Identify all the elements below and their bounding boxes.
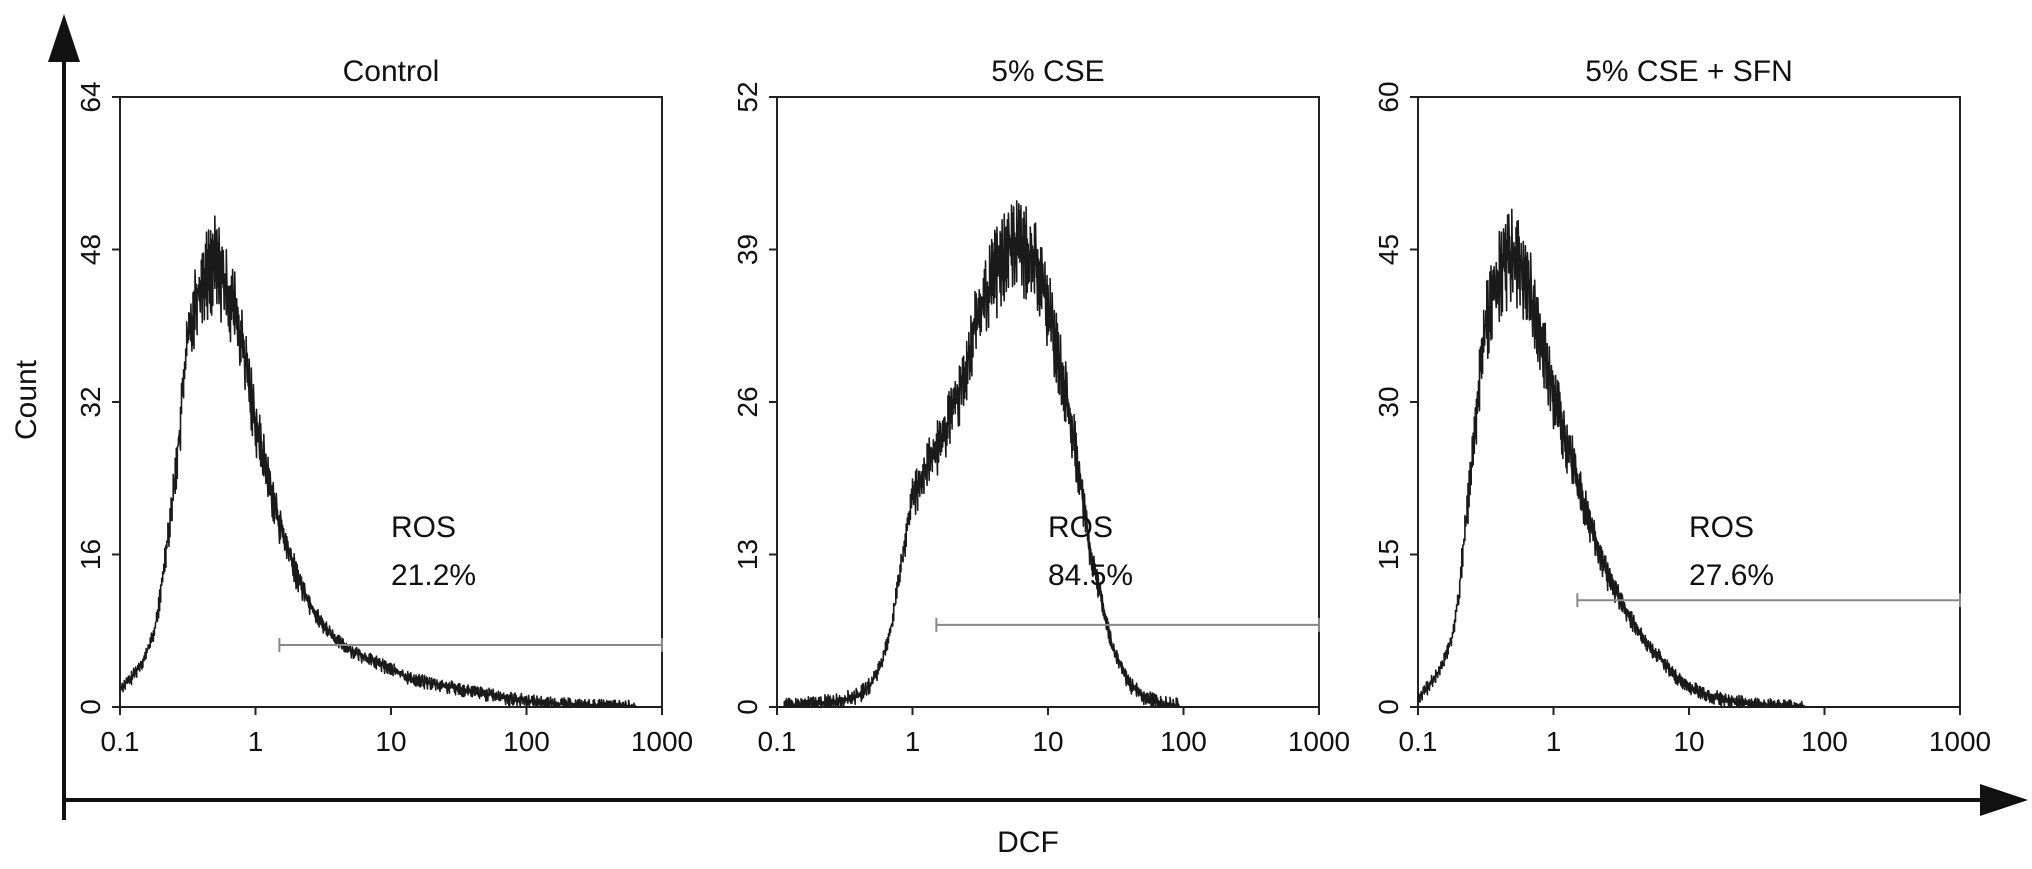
x-tick-label: 100 xyxy=(1801,726,1848,757)
y-tick-label: 0 xyxy=(732,699,763,715)
y-axis-arrowhead xyxy=(48,14,80,62)
x-axis-label: DCF xyxy=(997,826,1059,859)
x-axis-arrowhead xyxy=(1980,784,2028,816)
plot-frame xyxy=(1417,96,1961,708)
histogram-panel: 5% CSE 0 13 26 39 52 0.1 1 10 100 1000 ROS 84.5% xyxy=(732,55,1350,757)
y-tick-label: 15 xyxy=(1373,539,1404,570)
x-tick-label: 0.1 xyxy=(1399,726,1438,757)
y-tick-label: 60 xyxy=(1373,81,1404,112)
x-tick-label: 1000 xyxy=(1288,726,1350,757)
ros-label: ROS xyxy=(1048,511,1113,544)
plot-frame xyxy=(776,96,1320,708)
x-tick-label: 10 xyxy=(1673,726,1704,757)
x-tick-label: 1000 xyxy=(631,726,693,757)
y-tick-label: 26 xyxy=(732,386,763,417)
y-tick-label: 0 xyxy=(1373,699,1404,715)
y-tick-label: 16 xyxy=(75,539,106,570)
x-tick-label: 1000 xyxy=(1929,726,1991,757)
histogram-trace xyxy=(119,215,662,708)
y-tick-label: 45 xyxy=(1373,234,1404,265)
histogram-panel: Control 0 16 32 48 64 0.1 1 10 100 1000 ROS 21.2% xyxy=(75,55,693,757)
y-tick-label: 48 xyxy=(75,234,106,265)
y-tick-label: 64 xyxy=(75,81,106,112)
y-tick-label: 30 xyxy=(1373,386,1404,417)
x-tick-label: 0.1 xyxy=(758,726,797,757)
x-tick-label: 1 xyxy=(1546,726,1562,757)
histogram-panel: 5% CSE + SFN 0 15 30 45 60 0.1 1 10 100 1000 ROS 27.… xyxy=(1373,55,1991,757)
x-tick-label: 1 xyxy=(905,726,921,757)
panel-title: Control xyxy=(343,55,440,88)
x-tick-label: 0.1 xyxy=(101,726,140,757)
y-axis-label: Count xyxy=(10,359,43,440)
ros-percentage: 84.5% xyxy=(1048,559,1133,592)
y-tick-label: 32 xyxy=(75,386,106,417)
x-tick-label: 10 xyxy=(375,726,406,757)
ros-percentage: 21.2% xyxy=(391,559,476,592)
histogram-trace xyxy=(777,200,1319,708)
x-tick-label: 100 xyxy=(503,726,550,757)
ros-percentage: 27.6% xyxy=(1689,559,1774,592)
ros-label: ROS xyxy=(391,511,456,544)
y-tick-label: 0 xyxy=(75,699,106,715)
panel-title: 5% CSE + SFN xyxy=(1585,55,1793,88)
plot-frame xyxy=(119,96,663,708)
panel-title: 5% CSE xyxy=(991,55,1104,88)
ros-label: ROS xyxy=(1689,511,1754,544)
y-tick-label: 39 xyxy=(732,234,763,265)
y-tick-label: 52 xyxy=(732,81,763,112)
x-tick-label: 1 xyxy=(248,726,264,757)
histogram-trace xyxy=(1417,208,1960,708)
x-tick-label: 100 xyxy=(1160,726,1207,757)
x-tick-label: 10 xyxy=(1032,726,1063,757)
y-tick-label: 13 xyxy=(732,539,763,570)
